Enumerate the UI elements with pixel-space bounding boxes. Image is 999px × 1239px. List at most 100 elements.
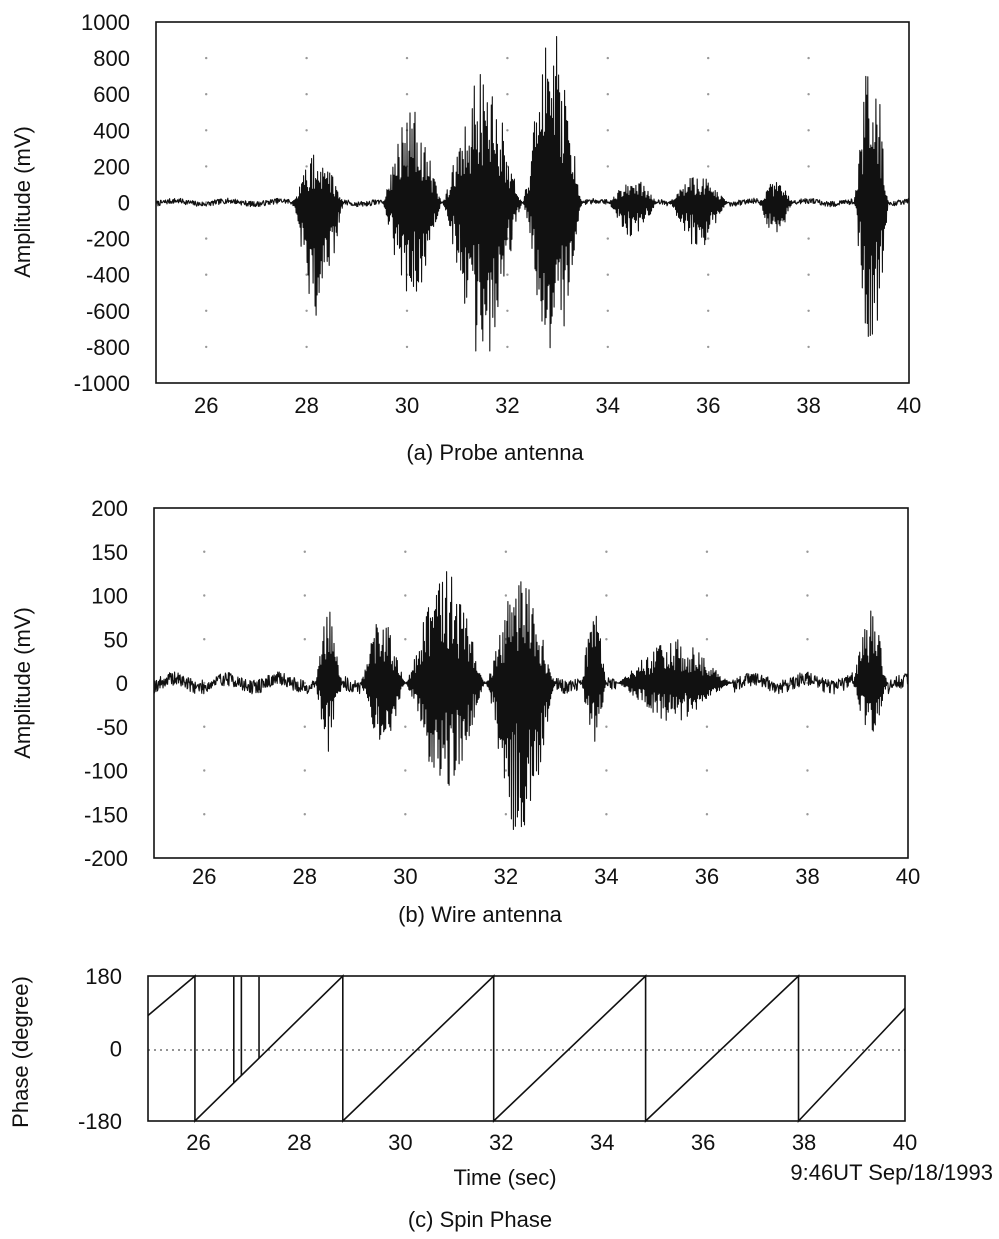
caption-a: (a) Probe antenna: [406, 440, 584, 465]
x-tick-label: 30: [393, 864, 417, 889]
grid-dot: [606, 309, 609, 312]
grid-dot: [303, 638, 306, 641]
grid-dot: [305, 345, 308, 349]
grid-dot: [404, 813, 407, 816]
grid-dot: [506, 273, 509, 276]
grid-dot: [305, 309, 308, 312]
y-tick-label: 800: [93, 46, 130, 71]
grid-dot: [404, 725, 407, 728]
grid-dot: [205, 309, 208, 312]
grid-dot: [707, 93, 710, 96]
grid-dot: [305, 129, 308, 132]
y-tick-label: -400: [86, 263, 130, 288]
grid-dot: [303, 813, 306, 816]
grid-dot: [405, 309, 409, 312]
grid-dot: [504, 769, 508, 772]
grid-dot: [605, 638, 608, 641]
y-tick-label: 0: [116, 671, 128, 696]
grid-dot: [806, 769, 809, 772]
x-tick-label: 26: [194, 393, 218, 418]
grid-dot: [705, 594, 709, 597]
x-tick-label: 34: [594, 864, 618, 889]
grid-dot: [606, 237, 609, 240]
grid-dot: [807, 56, 810, 60]
grid-dot: [205, 165, 208, 168]
panel-probe-antenna: 1000 800 600 400 200 0 -200 -400 -600 -800 -1000 2…: [10, 10, 921, 465]
grid-dot: [404, 638, 407, 641]
x-tick-label: 32: [495, 393, 519, 418]
grid-dot: [807, 345, 810, 349]
x-tick-label: 40: [893, 1130, 917, 1155]
grid-dot: [705, 769, 709, 772]
grid-dot: [203, 594, 206, 597]
y-ticks-c: 180 0 -180: [78, 964, 122, 1134]
x-tick-label: 38: [795, 864, 819, 889]
grid-dot: [707, 165, 710, 168]
grid-dot: [203, 550, 206, 553]
grid-dot: [506, 309, 509, 312]
grid-dot: [707, 56, 710, 60]
y-tick-label: 1000: [81, 10, 130, 35]
grid-dot: [405, 56, 409, 60]
panel-wire-antenna: 200 150 100 50 0 -50 -100 -150 -200 26 28 30 32 34 36…: [10, 496, 920, 927]
grid-dot: [605, 550, 608, 553]
grid-dot: [807, 165, 810, 168]
y-tick-label: 400: [93, 118, 130, 143]
grid-dot: [303, 681, 306, 685]
x-tick-label: 32: [489, 1130, 513, 1155]
x-tick-label: 26: [192, 864, 216, 889]
grid-dot: [205, 237, 208, 240]
x-tick-label: 36: [691, 1130, 715, 1155]
x-tick-label: 36: [696, 393, 720, 418]
x-tick-label: 38: [792, 1130, 816, 1155]
caption-c: (c) Spin Phase: [408, 1207, 552, 1232]
x-tick-label: 32: [494, 864, 518, 889]
grid-dot: [806, 550, 809, 553]
y-tick-label: 50: [104, 627, 128, 652]
y-tick-label: 200: [91, 496, 128, 521]
x-tick-label: 26: [186, 1130, 210, 1155]
y-tick-label: -800: [86, 335, 130, 360]
grid-dot: [807, 309, 810, 312]
grid-dot: [807, 237, 810, 240]
y-tick-label: -200: [86, 227, 130, 252]
y-tick-label: 0: [118, 191, 130, 216]
grid-dot: [705, 725, 709, 728]
grid-dot: [806, 594, 809, 597]
grid-dot: [707, 345, 710, 349]
x-tick-label: 28: [293, 864, 317, 889]
panel-spin-phase: 180 0 -180 26 28 30 32 34 36 38 40 Phase (degree)…: [8, 964, 993, 1232]
grid-dot: [705, 550, 709, 553]
grid-dot: [707, 237, 710, 240]
grid-dot: [205, 129, 208, 132]
x-tick-label: 28: [287, 1130, 311, 1155]
grid-dot: [606, 273, 609, 276]
plot-frame-c: [147, 975, 906, 1122]
grid-dot: [405, 345, 409, 349]
y-tick-label: -150: [84, 802, 128, 827]
x-axis-label-c: Time (sec): [453, 1165, 556, 1190]
grid-dot: [605, 813, 608, 816]
x-tick-label: 30: [388, 1130, 412, 1155]
y-tick-label: -100: [84, 759, 128, 784]
y-tick-label: -50: [96, 715, 128, 740]
grid-dot: [707, 129, 710, 132]
grid-dot: [404, 769, 407, 772]
grid-dot: [305, 165, 308, 168]
grid-dot: [203, 725, 206, 728]
grid-dot: [203, 813, 206, 816]
grid-dot: [606, 165, 609, 168]
x-tick-label: 28: [294, 393, 318, 418]
x-tick-label: 34: [590, 1130, 614, 1155]
grid-dot: [504, 813, 508, 816]
x-tick-label: 40: [896, 864, 920, 889]
grid-dot: [303, 769, 306, 772]
x-ticks-a: 26 28 30 32 34 36 38 40: [194, 393, 921, 418]
grid-dot: [506, 345, 509, 349]
y-tick-label: 600: [93, 82, 130, 107]
grid-dot: [506, 129, 509, 132]
y-tick-label: 150: [91, 540, 128, 565]
grid-dot: [806, 725, 809, 728]
